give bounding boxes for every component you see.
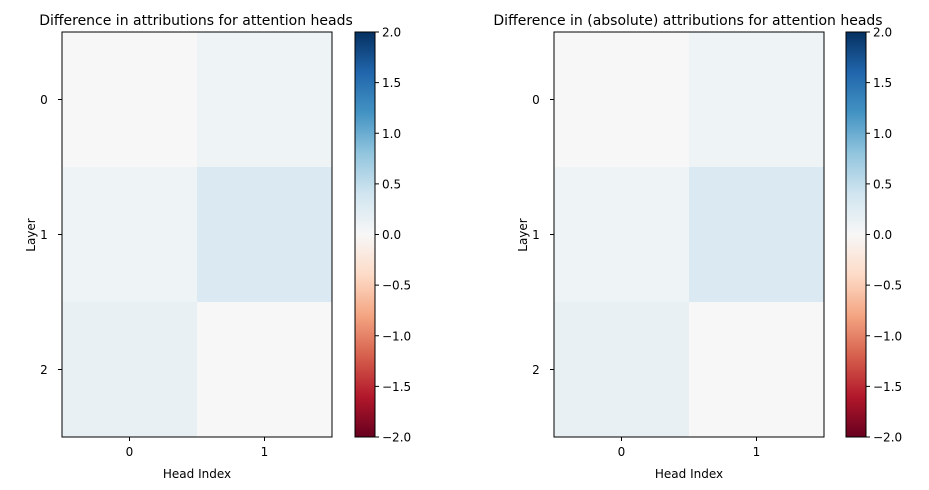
y-tick-label: 1: [532, 228, 540, 242]
x-tick-label: 1: [753, 445, 761, 459]
colorbar-tick-label: 1.5: [873, 76, 892, 90]
y-axis-label: Layer: [516, 218, 530, 252]
heatmap-cell: [554, 302, 690, 438]
colorbar-tick-label: 0.0: [382, 228, 401, 242]
x-tick-label: 0: [126, 445, 134, 459]
heatmap-cell: [689, 302, 825, 438]
heatmap-cell: [554, 167, 690, 303]
colorbar-tick-label: −2.0: [873, 431, 902, 445]
colorbar-tick-label: 1.0: [382, 127, 401, 141]
colorbar: [354, 31, 376, 438]
heatmap-cells: [62, 32, 333, 438]
y-axis-ticks: 0 1 2: [532, 93, 554, 377]
colorbar-tick-label: −2.0: [382, 431, 411, 445]
colorbar-tick-label: −1.5: [873, 380, 902, 394]
colorbar-tick-label: 2.0: [382, 26, 401, 40]
y-tick-label: 1: [40, 228, 48, 242]
heatmap-panel-2: Difference in (absolute) attributions fo…: [493, 13, 902, 481]
y-tick-label: 2: [40, 363, 48, 377]
heatmap-cell: [62, 302, 198, 438]
heatmap-cell: [554, 32, 690, 168]
heatmap-cell: [197, 302, 333, 438]
y-tick-label: 0: [40, 93, 48, 107]
colorbar-tick-label: 1.5: [382, 76, 401, 90]
x-axis-label: Head Index: [163, 467, 231, 481]
heatmap-cell: [197, 32, 333, 168]
colorbar-tick-label: 2.0: [873, 26, 892, 40]
colorbar-ticks: 2.0 1.5 1.0 0.5 0.0 −0.5 −1.0 −1.5 −2.0: [375, 26, 411, 445]
colorbar-ticks: 2.0 1.5 1.0 0.5 0.0 −0.5 −1.0 −1.5 −2.0: [866, 26, 902, 445]
colorbar-tick-label: 0.5: [382, 177, 401, 191]
heatmap-cell: [62, 167, 198, 303]
colorbar-tick-label: 0.5: [873, 177, 892, 191]
y-axis-label: Layer: [24, 218, 38, 252]
colorbar-tick-label: −0.5: [873, 279, 902, 293]
heatmap-cell: [197, 167, 333, 303]
colorbar-tick-label: −0.5: [382, 279, 411, 293]
heatmap-cell: [62, 32, 198, 168]
colorbar-tick-label: −1.5: [382, 380, 411, 394]
colorbar-tick-label: −1.0: [873, 329, 902, 343]
y-axis-ticks: 0 1 2: [40, 93, 62, 377]
heatmap-cells: [554, 32, 825, 438]
x-tick-label: 0: [618, 445, 626, 459]
colorbar-tick-label: 1.0: [873, 127, 892, 141]
colorbar-tick-label: 0.0: [873, 228, 892, 242]
x-axis-label: Head Index: [655, 467, 723, 481]
y-tick-label: 0: [532, 93, 540, 107]
heatmap-panel-1: Difference in attributions for attention…: [24, 13, 411, 481]
heatmap-cell: [689, 32, 825, 168]
y-tick-label: 2: [532, 363, 540, 377]
colorbar: [845, 31, 867, 438]
chart-title: Difference in attributions for attention…: [39, 13, 353, 29]
heatmap-cell: [689, 167, 825, 303]
x-tick-label: 1: [261, 445, 269, 459]
colorbar-tick-label: −1.0: [382, 329, 411, 343]
chart-title: Difference in (absolute) attributions fo…: [493, 13, 882, 29]
